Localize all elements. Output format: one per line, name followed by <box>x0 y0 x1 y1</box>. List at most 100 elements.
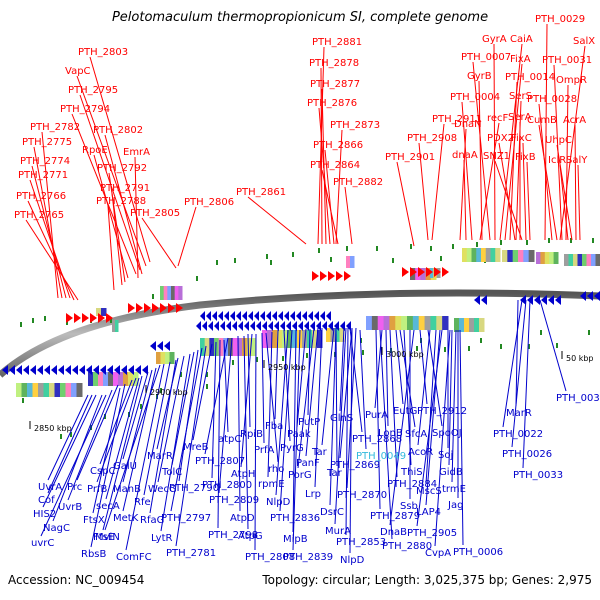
gene-label: LytR <box>151 533 172 544</box>
feature-box <box>115 320 119 332</box>
gene-label: NlpD <box>340 555 365 566</box>
feature-box <box>523 250 530 262</box>
feature-box <box>471 248 477 262</box>
feature-box <box>395 316 402 330</box>
forward-gene-arrow <box>66 313 73 323</box>
leader-line <box>171 351 195 466</box>
gene-label: PTH_2791 <box>100 183 150 194</box>
reverse-gene-arrow <box>135 365 141 375</box>
leader-line <box>67 389 113 501</box>
feature-box <box>512 250 519 262</box>
tick-mark <box>592 238 594 243</box>
leader-line <box>143 361 171 496</box>
gene-label: PTH_2877 <box>310 79 360 90</box>
gene-label: WecG <box>148 484 177 495</box>
tick-mark <box>32 318 34 323</box>
leader-line <box>565 84 569 241</box>
genome-title: Pelotomaculum thermopropionicum SI, comp… <box>111 10 489 25</box>
tick-mark <box>480 338 482 343</box>
feature-box <box>424 316 431 330</box>
leader-line <box>478 80 483 241</box>
leader-line <box>459 329 464 546</box>
tick-mark <box>528 344 530 349</box>
leader-line <box>47 394 89 481</box>
tick-mark <box>500 344 502 349</box>
gene-label: PrfA <box>254 445 274 456</box>
gene-label: DnaN <box>454 119 482 130</box>
feature-box <box>204 338 210 356</box>
leader-line <box>349 327 353 554</box>
leader-line <box>93 154 129 279</box>
leader-line <box>108 172 126 283</box>
feature-box <box>454 318 460 332</box>
reverse-gene-arrow <box>541 295 547 305</box>
leader-line <box>345 327 349 536</box>
feature-box <box>171 286 176 300</box>
feature-box <box>218 338 224 356</box>
gene-label: Lrp <box>305 489 321 500</box>
leader-line <box>522 299 531 469</box>
feature-box <box>237 338 243 356</box>
feature-box <box>540 252 546 264</box>
reverse-gene-arrow <box>322 321 327 331</box>
feature-box <box>481 248 487 262</box>
feature-box <box>430 316 437 330</box>
gene-label: PTH_2869 <box>330 460 380 471</box>
gene-label: TolC <box>161 467 182 478</box>
tick-mark <box>376 246 378 251</box>
tick-mark <box>234 258 236 263</box>
forward-gene-arrow <box>144 303 151 313</box>
leader-line <box>267 331 273 478</box>
feature-box <box>214 338 220 356</box>
gene-label: NlpD <box>266 497 291 508</box>
reverse-gene-arrow <box>37 365 43 375</box>
reverse-gene-arrow <box>72 365 78 375</box>
feature-box <box>346 256 351 268</box>
feature-box <box>96 308 102 316</box>
reverse-gene-arrow <box>296 311 301 321</box>
feature-box <box>232 338 238 356</box>
scale-label: 3000 kbp <box>386 350 424 359</box>
tick-mark <box>206 384 208 389</box>
feature-box <box>469 318 475 332</box>
reverse-gene-arrow <box>200 311 205 321</box>
gene-label: PTH_2912 <box>417 406 467 417</box>
tick-mark <box>206 372 208 377</box>
reverse-gene-arrow <box>238 321 243 331</box>
leader-line <box>556 144 573 241</box>
feature-box <box>21 383 28 397</box>
gene-label: MarR <box>147 451 173 462</box>
reverse-gene-arrow <box>274 321 279 331</box>
leader-line <box>544 23 548 241</box>
gene-label: PTH_2790 <box>169 483 219 494</box>
leader-line <box>502 299 523 428</box>
reverse-gene-arrow <box>23 365 29 375</box>
reverse-gene-arrow <box>580 291 586 301</box>
gene-label: PTH_0022 <box>493 429 543 440</box>
tick-mark <box>232 360 234 365</box>
scale-labels: 2850 kbp 2900 kbp 2950 kbp 3000 kbp 50 kbp <box>29 347 594 433</box>
leader-line <box>479 122 500 241</box>
reverse-gene-arrow <box>9 365 15 375</box>
leader-line <box>71 113 137 275</box>
gene-label: ManB <box>113 484 141 495</box>
leader-line <box>89 56 151 263</box>
leader-line <box>99 379 133 465</box>
reverse-gene-arrow <box>474 295 480 305</box>
gene-label: RbsB <box>81 549 107 560</box>
reverse-gene-arrow <box>93 365 99 375</box>
gene-label: FixB <box>515 152 536 163</box>
feature-box <box>167 286 172 300</box>
tick-mark <box>282 356 284 361</box>
tick-mark <box>570 238 572 243</box>
scale-label: 50 kbp <box>566 354 594 363</box>
leader-line <box>283 329 291 442</box>
gene-label: PutP <box>298 417 320 428</box>
leader-line <box>292 329 301 551</box>
leader-line <box>265 332 279 463</box>
gene-label: DsrC <box>320 507 344 518</box>
tick-mark <box>430 246 432 251</box>
leader-line <box>339 327 353 459</box>
gene-label: AtpH <box>231 469 255 480</box>
gene-label: EutG <box>393 406 417 417</box>
